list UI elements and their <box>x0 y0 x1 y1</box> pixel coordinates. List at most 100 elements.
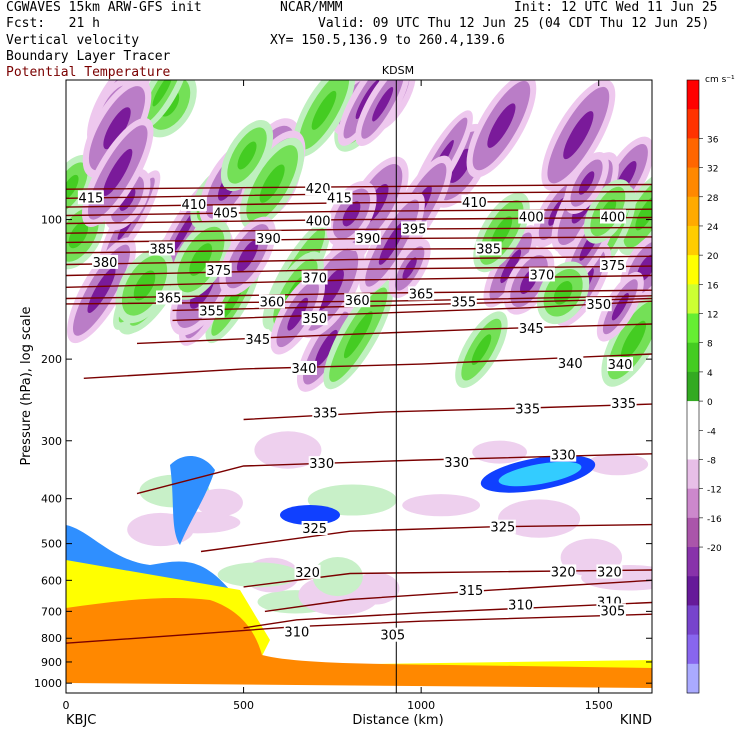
velocity-core <box>487 103 516 148</box>
theta-label-bg <box>77 190 104 205</box>
theta-label-bg <box>596 564 623 579</box>
colorbar-swatch <box>687 313 699 344</box>
theta-label-bg <box>585 297 612 312</box>
theta-label-bg <box>290 360 317 375</box>
y-tick-label: 100 <box>41 214 62 227</box>
theta-label: 390 <box>355 232 380 247</box>
colorbar-frame <box>686 79 700 694</box>
theta-label: 360 <box>345 294 370 309</box>
theta-label: 310 <box>508 599 533 614</box>
velocity-core <box>169 209 198 256</box>
velocity-core <box>372 86 394 122</box>
colorbar-label: -16 <box>707 515 722 525</box>
theta-label: 305 <box>601 604 626 619</box>
theta-label: 370 <box>529 268 554 283</box>
left-station-label: KBJC <box>66 713 96 728</box>
colorbar-swatch <box>687 517 699 548</box>
theta-label: 345 <box>519 322 544 337</box>
theta-label-bg <box>198 303 225 318</box>
velocity-blob <box>498 499 581 538</box>
tracer-region <box>280 505 340 525</box>
theta-label: 330 <box>551 449 576 464</box>
colorbar-swatch <box>687 430 699 460</box>
theta-label: 320 <box>295 566 320 581</box>
y-tick-label: 200 <box>41 353 62 366</box>
theta-contour-405 <box>66 208 652 217</box>
velocity-blob <box>581 565 652 591</box>
valid-time: Valid: 09 UTC Thu 12 Jun 25 (04 CDT Thu … <box>318 16 710 31</box>
theta-contour-390 <box>66 236 652 244</box>
theta-label-bg <box>461 194 488 209</box>
tracer-region <box>498 461 582 487</box>
velocity-blob <box>196 488 243 517</box>
theta-label: 320 <box>551 565 576 580</box>
terrain <box>66 597 652 693</box>
y-tick-label: 900 <box>41 656 62 669</box>
velocity-blob <box>402 494 481 517</box>
theta-label-bg <box>610 396 637 411</box>
colorbar-label: -20 <box>707 544 722 554</box>
field-potential-temperature: Potential Temperature <box>6 65 171 80</box>
colorbar-label: -8 <box>707 456 716 466</box>
theta-label-bg <box>326 190 353 205</box>
tracer-region <box>170 455 215 545</box>
theta-contour-375 <box>66 265 652 277</box>
colorbar-label: 20 <box>707 252 719 262</box>
theta-contour-335 <box>243 403 652 421</box>
velocity-field <box>66 80 652 693</box>
ground-base <box>66 683 652 693</box>
colorbar-label: 32 <box>707 165 718 175</box>
theta-label-bg <box>514 401 541 416</box>
theta-label: 340 <box>292 362 317 377</box>
theta-label-bg <box>301 311 328 326</box>
y-tick-label: 1000 <box>34 677 62 690</box>
colorbar-swatch <box>687 371 699 402</box>
colorbar-swatch <box>687 225 699 256</box>
velocity-core <box>578 171 595 195</box>
x-tick-label: 1000 <box>407 699 435 712</box>
right-station-label: KIND <box>620 713 652 728</box>
velocity-blob <box>312 556 363 597</box>
theta-label: 335 <box>515 403 540 418</box>
theta-label-bg <box>354 230 381 245</box>
theta-label: 310 <box>284 626 309 641</box>
velocity-core <box>237 141 257 170</box>
colorbar: 36 32 28 24 20 16 12 8 4 0 -4 -8 -12 -16 -20 <box>686 79 722 694</box>
theta-label: 410 <box>181 198 206 213</box>
theta-label: 400 <box>306 215 331 230</box>
colorbar-swatch <box>687 196 699 227</box>
theta-contour-395 <box>66 226 652 234</box>
theta-label-bg <box>557 356 584 371</box>
theta-label-bg <box>599 258 626 273</box>
velocity-core <box>635 195 652 231</box>
field-boundary-layer-tracer: Boundary Layer Tracer <box>6 49 171 64</box>
velocity-core <box>553 281 573 305</box>
theta-label-bg <box>258 294 285 309</box>
velocity-core <box>620 320 647 360</box>
velocity-core <box>314 329 338 367</box>
y-tick-label: 300 <box>41 435 62 448</box>
velocity-core <box>490 216 513 249</box>
theta-label-bg <box>301 270 328 285</box>
theta-label: 315 <box>458 584 483 599</box>
theta-label: 415 <box>327 191 352 206</box>
colorbar-swatch <box>687 138 699 169</box>
theta-label-bg <box>518 209 545 224</box>
theta-label: 390 <box>256 232 281 247</box>
colorbar-swatch <box>687 80 699 110</box>
theta-label-bg <box>401 221 428 236</box>
colorbar-swatch <box>687 634 699 665</box>
theta-label-bg <box>379 627 406 642</box>
theta-label-bg <box>180 196 207 211</box>
x-tick-label: 1500 <box>585 699 613 712</box>
colorbar-swatch <box>687 255 699 285</box>
theta-label: 340 <box>558 357 583 372</box>
theta-label: 345 <box>245 333 270 348</box>
velocity-blob <box>254 431 322 469</box>
y-tick-label: 500 <box>41 538 62 551</box>
plot-frame <box>65 79 653 694</box>
theta-label: 420 <box>306 182 331 197</box>
velocity-core <box>119 187 136 211</box>
